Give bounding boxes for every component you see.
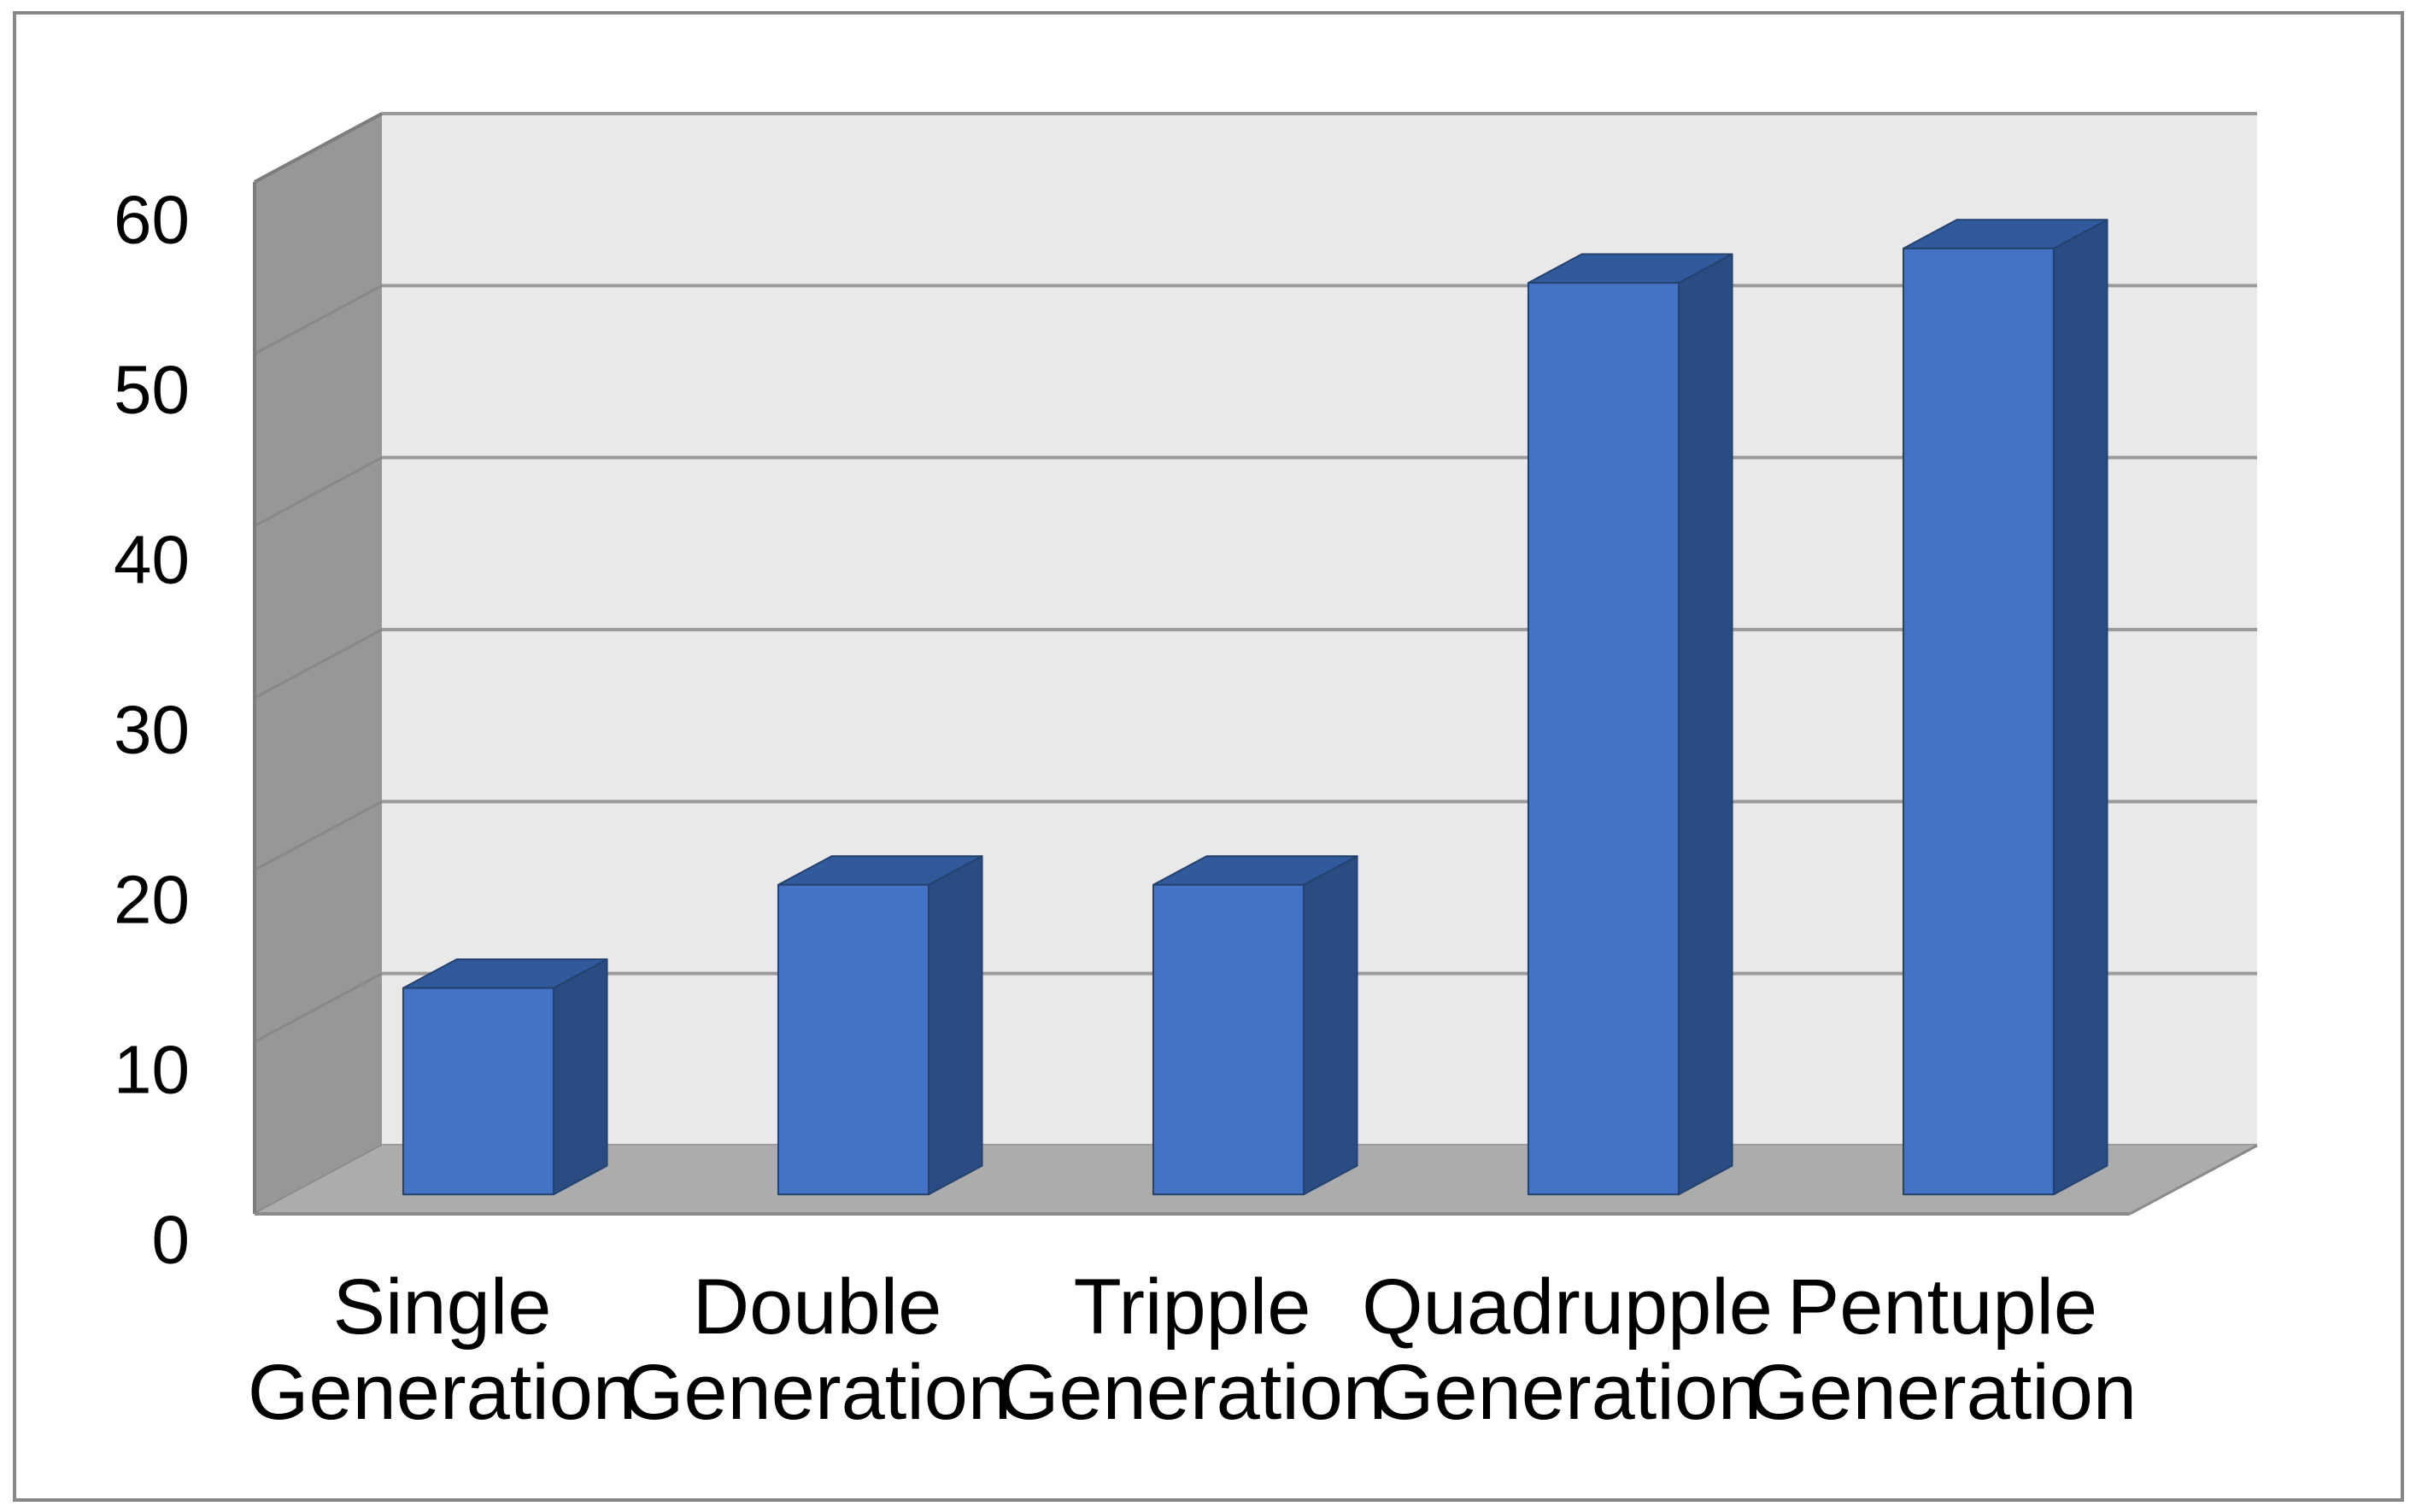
bar-quadrupple-generation: [1527, 253, 1733, 1196]
category-label-pentuple-generation: Pentuple Generation: [1748, 1263, 2137, 1436]
bar-side-face: [552, 958, 608, 1196]
category-label-tripple-generation: Tripple Generation: [998, 1263, 1387, 1436]
category-label-line: Tripple: [1074, 1263, 1311, 1351]
y-axis-tick-label: 20: [114, 862, 190, 938]
category-label-double-generation: Double Generation: [623, 1263, 1012, 1436]
category-label-line: Double: [693, 1263, 942, 1351]
side-wall-gridline: [254, 284, 383, 355]
side-wall-gridline: [254, 800, 383, 871]
category-label-single-generation: Single Generation: [248, 1263, 636, 1436]
bar-front-face: [1152, 883, 1305, 1196]
y-axis-tick-label: 30: [114, 692, 190, 768]
category-label-line: Generation: [998, 1349, 1387, 1436]
floor-right-edge: [2129, 1144, 2258, 1216]
chart-border: [13, 11, 2404, 1502]
bar-side-face: [927, 855, 983, 1196]
bar-double-generation: [777, 855, 983, 1196]
category-label-line: Generation: [1373, 1349, 1762, 1436]
category-label-line: Generation: [248, 1349, 636, 1436]
side-wall-top-edge: [254, 112, 383, 184]
y-axis-tick-label: 0: [152, 1202, 191, 1278]
category-label-line: Pentuple: [1787, 1263, 2097, 1351]
bar-front-face: [402, 987, 554, 1196]
category-label-line: Quadrupple: [1362, 1263, 1773, 1351]
bar-front-face: [777, 883, 929, 1196]
category-label-line: Single: [333, 1263, 552, 1351]
y-axis-tick-label: 40: [114, 522, 190, 598]
category-label-line: Generation: [623, 1349, 1012, 1436]
bar-side-face: [1302, 855, 1358, 1196]
bar-pentuple-generation: [1902, 219, 2108, 1196]
y-axis-tick-label: 60: [114, 182, 190, 258]
bar-single-generation: [402, 958, 608, 1196]
bar-side-face: [2052, 219, 2108, 1196]
category-label-line: Generation: [1748, 1349, 2137, 1436]
bar-front-face: [1902, 247, 2055, 1196]
side-wall-gridline: [254, 456, 383, 527]
bar-front-face: [1527, 282, 1680, 1196]
y-axis-tick-label: 50: [114, 352, 190, 428]
category-label-quadrupple-generation: Quadrupple Generation: [1362, 1263, 1773, 1436]
side-wall-gridline: [254, 972, 383, 1043]
bar-side-face: [1677, 253, 1733, 1196]
bar-tripple-generation: [1152, 855, 1358, 1196]
side-wall-gridline: [254, 628, 383, 700]
y-axis-tick-label: 10: [114, 1032, 190, 1108]
